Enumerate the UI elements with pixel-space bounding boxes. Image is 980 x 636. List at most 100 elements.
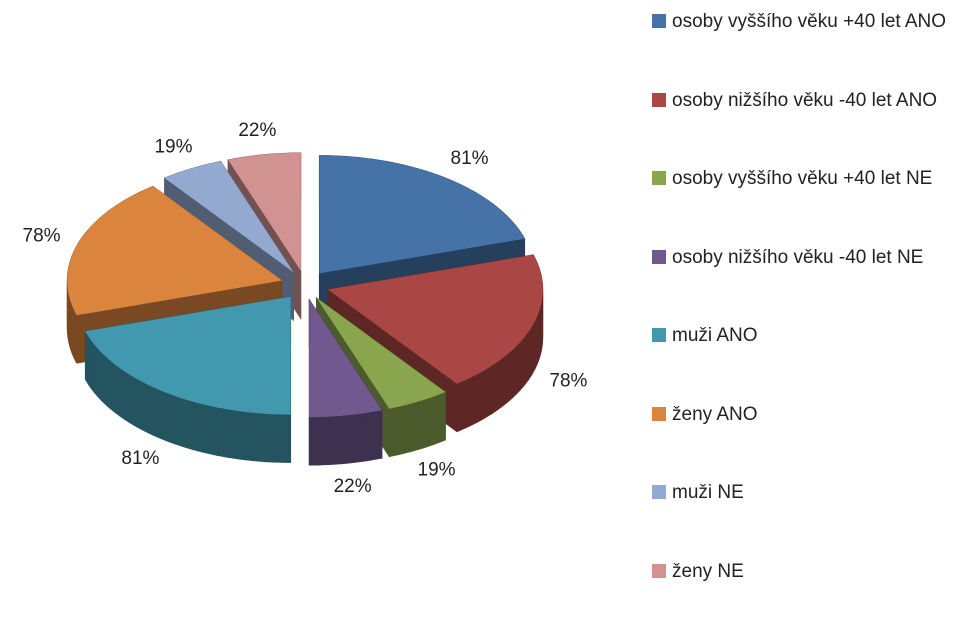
chart: 22%19%81%78%78%81%19%22% <box>0 0 640 592</box>
slice-side <box>418 400 423 449</box>
data-label: 81% <box>451 148 489 169</box>
slice-side <box>165 392 169 442</box>
slice-side <box>148 385 152 435</box>
legend-swatch <box>652 485 666 499</box>
slice-side <box>107 358 110 408</box>
legend-label: muži NE <box>672 479 744 506</box>
slice-side <box>520 339 522 390</box>
slice-side <box>469 376 473 426</box>
slice-side <box>113 363 116 413</box>
legend-label: muži ANO <box>672 322 758 349</box>
slice-side <box>212 406 217 455</box>
legend-swatch <box>652 564 666 578</box>
legend-item: muži NE <box>652 479 978 558</box>
slice-side <box>481 370 485 420</box>
slice-side <box>346 415 351 464</box>
slice-side <box>409 403 414 452</box>
legend-label: ženy NE <box>672 558 744 585</box>
slice-side <box>389 408 394 457</box>
slice-side <box>116 365 119 415</box>
legend-label: osoby nižšího věku -40 let NE <box>672 244 923 271</box>
slice-side <box>152 387 156 437</box>
slice-side <box>498 359 501 409</box>
slice-side <box>394 407 399 456</box>
slice-side <box>123 370 126 420</box>
slice-side <box>285 415 290 463</box>
slice-side <box>183 399 188 448</box>
slice-side <box>518 342 520 393</box>
legend-label: osoby vyššího věku +40 let NE <box>672 165 932 192</box>
slice-side <box>484 368 488 418</box>
data-label: 22% <box>334 476 372 497</box>
slice-side <box>504 354 507 404</box>
slice-side <box>269 414 274 462</box>
legend-label: osoby vyššího věku +40 let ANO <box>672 8 946 35</box>
slice-side <box>141 381 145 431</box>
slice-side <box>423 399 428 448</box>
legend-item: osoby nižšího věku -40 let NE <box>652 244 978 323</box>
slice-side <box>133 377 137 427</box>
legend-swatch <box>652 328 666 342</box>
data-label: 19% <box>154 136 192 157</box>
slice-side <box>372 411 377 460</box>
slice-side <box>399 405 404 454</box>
legend-item: osoby vyššího věku +40 let NE <box>652 165 978 244</box>
slice-side <box>515 345 518 396</box>
slice-side <box>341 415 346 463</box>
slice-side <box>264 414 269 462</box>
slice-side <box>275 414 280 462</box>
slice-side <box>377 410 382 459</box>
slice-side <box>473 374 477 424</box>
legend-label: ženy ANO <box>672 401 758 428</box>
legend-item: osoby vyššího věku +40 let ANO <box>652 8 978 87</box>
legend-item: osoby nižšího věku -40 let ANO <box>652 87 978 166</box>
slice-side <box>432 395 436 445</box>
slice-side <box>523 337 525 388</box>
slice-side <box>137 379 141 429</box>
slice-side <box>437 394 441 444</box>
slice-side <box>157 389 161 439</box>
slice-side <box>91 340 93 391</box>
slice-side <box>119 368 122 418</box>
slice-side <box>330 416 335 464</box>
slice-side <box>414 402 419 451</box>
slice-side <box>253 413 258 461</box>
slice-side <box>259 413 264 461</box>
page: 22%19%81%78%78%81%19%22% osoby vyššího v… <box>0 0 980 592</box>
slice-side <box>227 409 232 458</box>
slice-side <box>93 342 95 393</box>
slice-side <box>238 411 243 460</box>
slice-side <box>161 391 165 441</box>
slice-side <box>179 397 184 447</box>
legend-item: ženy ANO <box>652 401 978 480</box>
slice-side <box>248 412 253 461</box>
slice-side <box>510 350 513 400</box>
slice-side <box>95 345 97 396</box>
slice-side <box>99 350 102 401</box>
legend-item: muži ANO <box>652 322 978 401</box>
slice-side <box>441 392 445 442</box>
slice-side <box>193 402 198 451</box>
data-label: 81% <box>121 448 159 469</box>
legend-swatch <box>652 407 666 421</box>
legend-swatch <box>652 250 666 264</box>
legend-label: osoby nižšího věku -40 let ANO <box>672 87 937 114</box>
slice-side <box>336 416 341 464</box>
slice-side <box>351 414 356 463</box>
slice-side <box>513 347 516 398</box>
data-label: 19% <box>418 460 456 481</box>
legend-swatch <box>652 171 666 185</box>
slice-side <box>525 334 527 385</box>
slice-side <box>356 414 361 463</box>
legend-swatch <box>652 93 666 107</box>
slice-side <box>488 366 491 416</box>
slice-side <box>461 380 465 430</box>
legend: osoby vyššího věku +40 let ANO osoby nižš… <box>652 8 978 636</box>
slice-side <box>202 404 207 453</box>
data-label: 22% <box>238 120 276 141</box>
slice-side <box>280 414 285 462</box>
slice-side <box>144 383 148 433</box>
slice-side <box>197 403 202 452</box>
slice-side <box>174 396 179 446</box>
slice-side <box>170 394 174 444</box>
